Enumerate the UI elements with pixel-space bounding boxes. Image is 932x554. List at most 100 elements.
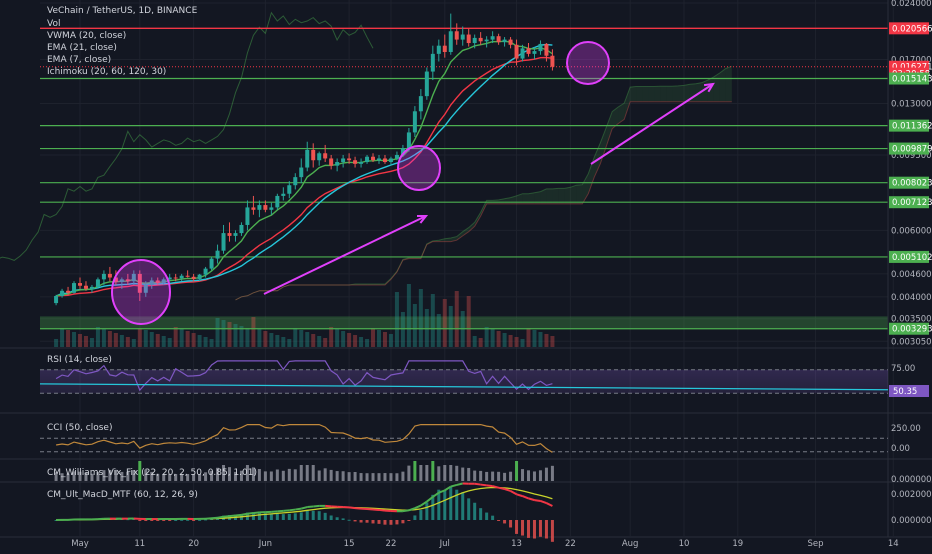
cci-pane[interactable] (40, 425, 888, 453)
vix-bar (312, 465, 315, 481)
candle-body (479, 38, 483, 41)
candle-body (419, 96, 423, 111)
volume-bar (102, 329, 106, 347)
cloud-segment (726, 66, 732, 101)
price-tag-label: 0.011362 (892, 122, 932, 132)
vix-bar (372, 473, 375, 481)
vix-bar (437, 466, 440, 481)
cloud-segment (648, 86, 654, 101)
volume-bar (192, 333, 196, 347)
candle-body (281, 194, 285, 196)
cci-tick-250: 250.00 (891, 424, 921, 434)
volume-bar (503, 333, 507, 347)
price-tick-label: 0.006000 (891, 226, 932, 236)
macd-hist-bar (312, 511, 315, 520)
candle-body (102, 274, 106, 279)
highlight-circle-jun (398, 146, 440, 190)
volume-bar (305, 332, 309, 347)
macd-hist-bar (168, 520, 171, 521)
candle-body (311, 150, 315, 160)
vix-bar (527, 470, 530, 481)
vix-bar (443, 465, 446, 481)
candle-body (299, 168, 303, 178)
volume-bar (269, 333, 273, 347)
macd-line-segment (355, 508, 361, 509)
volume-bar (144, 330, 148, 347)
macd-hist-bar (378, 520, 381, 524)
legend: VeChain / TetherUS, 1D, BINANCE Vol VWMA… (47, 6, 932, 526)
ema21-line (56, 58, 552, 297)
time-tick-label: May (71, 539, 89, 549)
volume-bar (263, 331, 267, 347)
cci-title: CCI (50, close) (47, 423, 112, 433)
candle-body (245, 207, 249, 225)
moving-average-lines (56, 41, 552, 296)
time-tick-label: Aug (622, 539, 639, 549)
candle-body (329, 158, 333, 165)
candle-body (198, 275, 202, 279)
candle-body (66, 291, 70, 293)
time-tick-label: 10 (679, 539, 690, 549)
macd-hist-bar (485, 513, 488, 520)
time-tick-label: Jun (258, 539, 272, 549)
volume-bar (497, 331, 501, 347)
candle-body (443, 46, 447, 52)
candle-body (210, 259, 214, 269)
volume-bar (162, 336, 166, 347)
rsi-tick-value: 50.35 (893, 387, 917, 397)
price-axis[interactable]: 0.0240000.0170000.0130000.0095000.006000… (889, 0, 932, 347)
vix-bar (545, 468, 548, 481)
macd-hist-bar (174, 520, 177, 521)
candle-body (359, 162, 363, 164)
price-tag-label: 0.008023 (892, 179, 932, 189)
candle-body (90, 287, 94, 289)
macd-hist-bar (419, 510, 422, 520)
volume-bar (365, 339, 369, 347)
vix-bar (407, 466, 410, 481)
candle-body (383, 158, 387, 162)
cloud-segment (666, 86, 672, 101)
macd-hist-bar (509, 520, 512, 527)
candle-body (174, 278, 178, 279)
macd-hist-bar (533, 520, 536, 539)
candle-body (538, 44, 542, 51)
vix-bar (413, 461, 416, 481)
volume-bar (299, 330, 303, 347)
price-tick-label: 0.024000 (891, 0, 932, 9)
cloud-segment (558, 188, 564, 204)
volume-bar (347, 333, 351, 347)
volume-bar (550, 336, 554, 347)
macd-line-segment (325, 506, 331, 507)
volume-bar (281, 337, 285, 347)
macd-line-segment (415, 506, 421, 509)
candle-body (527, 48, 531, 53)
volume-bar (138, 328, 142, 347)
vix-bar (383, 473, 386, 481)
macd-line-segment (457, 483, 463, 484)
volume-bar (413, 304, 417, 347)
macd-hist-bar (449, 487, 452, 520)
candle-body (431, 54, 435, 72)
vix-bar (425, 465, 428, 481)
candle-body (72, 283, 76, 293)
macd-line-segment (367, 509, 373, 510)
candle-body (389, 158, 393, 162)
macd-hist-bar (270, 514, 273, 520)
price-tag-label: 0.007123 (892, 198, 932, 208)
price-tag-label: 0.020566 (892, 24, 932, 34)
rsi-pane[interactable] (40, 361, 888, 393)
vix-bar (473, 471, 476, 481)
vix-bar (533, 471, 536, 481)
candle-body (347, 158, 351, 160)
macd-line-segment (247, 513, 253, 514)
macd-hist-bar (342, 518, 345, 520)
candle-body (377, 158, 381, 160)
macd-line-segment (283, 510, 289, 511)
candle-body (263, 205, 267, 210)
candle-body (467, 35, 471, 43)
volume-bar (353, 335, 357, 347)
cloud-segment (552, 188, 558, 204)
